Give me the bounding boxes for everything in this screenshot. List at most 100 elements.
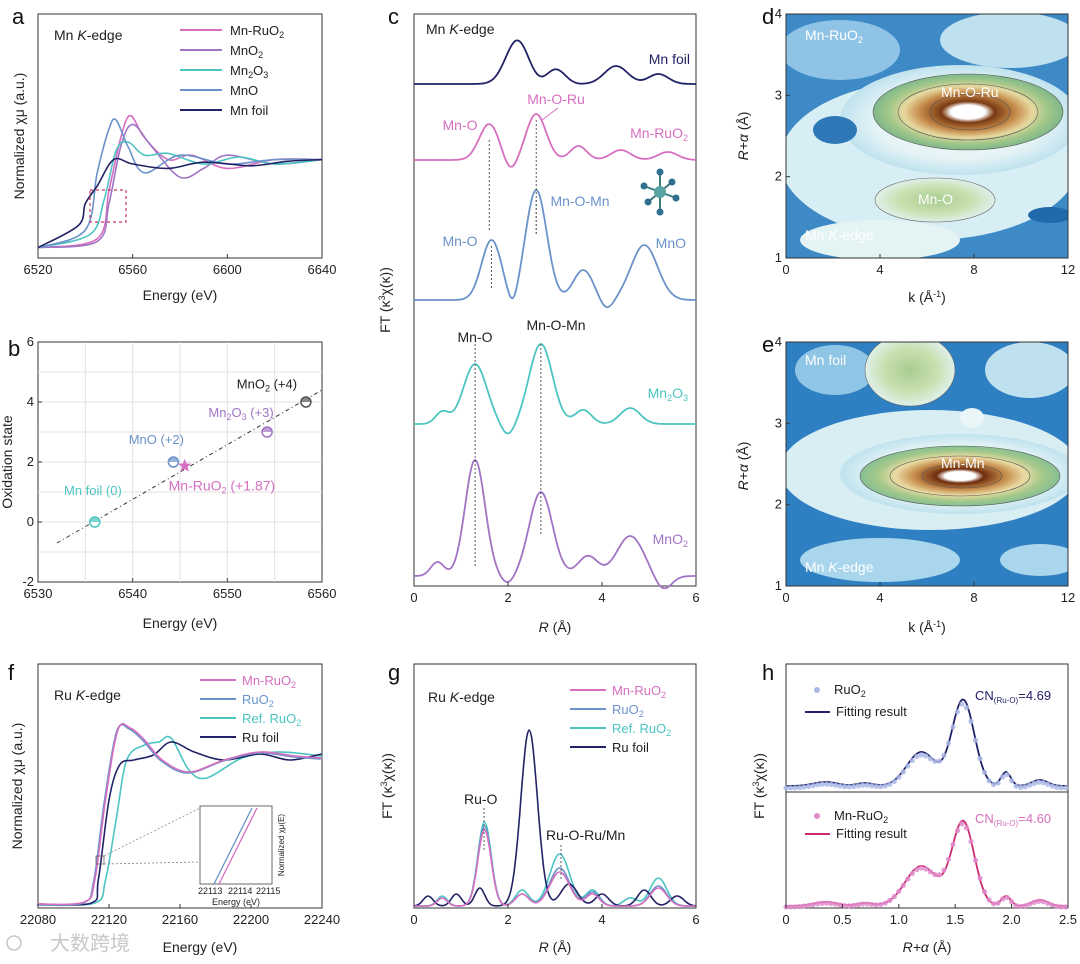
legend-label: Mn-RuO2: [242, 673, 296, 690]
panel-d-y-tick-label: 1: [775, 250, 782, 265]
data-point-ruo2: [986, 778, 992, 784]
legend-label: MnO: [230, 83, 258, 98]
annotation-mn-o-3: Mn-O: [458, 329, 493, 345]
data-point-mn-ruo2: [1009, 899, 1015, 905]
label-mno: MnO (+2): [129, 432, 184, 447]
annotation-mn-o-mn: Mn-O-Mn: [550, 193, 609, 209]
data-point-mn-ruo2: [1031, 899, 1037, 905]
data-point-mn-ruo2: [959, 821, 965, 827]
xanes-line: [36, 723, 321, 907]
panel-e-x-tick-label: 8: [970, 590, 977, 605]
label-mno2: MnO2 (+4): [237, 377, 297, 394]
cn-label-mn-ruo2: CN(Ru-O)=4.60: [975, 811, 1051, 828]
panel-c: c Mn K-edge Mn-OMn-O-RuMn-OMn-O-MnMn-OMn…: [377, 4, 700, 635]
data-point-mn-ruo2: [968, 838, 974, 845]
data-point-ruo2: [995, 780, 1001, 786]
data-point-ruo2: [923, 753, 929, 759]
data-point-mn-ruo2: [999, 896, 1006, 902]
panel-g-title: Ru K-edge: [428, 689, 495, 705]
data-point-star: [178, 458, 192, 472]
data-point-ruo2: [1013, 783, 1019, 789]
data-point-mn-ruo2: [828, 900, 834, 907]
panel-e-x-tick-label: 4: [876, 590, 883, 605]
data-point-mn-ruo2: [851, 902, 857, 909]
panel-g-xlabel: R (Å): [539, 939, 572, 955]
panel-letter-g: g: [388, 660, 400, 685]
data-point-mn-ruo2: [1040, 899, 1046, 905]
data-point-mn-ruo2: [1013, 903, 1019, 909]
label-mn-foil: Mn foil (0): [64, 483, 122, 498]
ft-curve: [413, 729, 697, 907]
panel-b-xlabel: Energy (eV): [143, 615, 218, 631]
inset-xlabel: Energy (eV): [212, 897, 260, 907]
legend-label: RuO2: [834, 682, 866, 699]
data-point-mn-ruo2: [887, 897, 893, 904]
legend-label: Ru foil: [612, 740, 649, 755]
data-point-mn-ruo2: [914, 866, 920, 873]
data-point-ruo2: [1027, 782, 1033, 788]
panel-a-x-tick-label: 6600: [213, 262, 242, 277]
data-point-ruo2: [909, 757, 915, 764]
panel-f-ylabel: Normalized χμ (a.u.): [9, 723, 25, 850]
panel-e-peak-mn-mn: Mn-Mn: [941, 455, 985, 471]
data-point-mn-ruo2: [936, 872, 943, 878]
panel-d-x-tick-label: 12: [1061, 262, 1075, 277]
panel-b-y-tick-label: 6: [27, 334, 34, 349]
data-point-ruo2: [1031, 780, 1037, 786]
panel-c-xlabel: R (Å): [539, 619, 572, 635]
label-mn-ruo2: Mn-RuO2 (+1.87): [169, 478, 276, 496]
data-point-mn-ruo2: [932, 871, 938, 878]
panel-a-x-tick-label: 6560: [118, 262, 147, 277]
data-point-mn-ruo2: [981, 889, 988, 895]
zoom-region-box: [89, 189, 127, 223]
data-point-ruo2: [1040, 780, 1046, 786]
ft-curve-mno: [413, 189, 697, 309]
panel-h-x-tick-label: 0: [782, 912, 789, 927]
data-point-ruo2: [864, 782, 870, 788]
data-point-mn-ruo2: [923, 866, 929, 872]
data-point-mn-ruo2: [909, 870, 915, 877]
data-point-mn-ruo2: [963, 825, 970, 831]
data-point-ruo2: [927, 756, 933, 762]
data-point-mn-ruo2: [1054, 903, 1060, 909]
panel-e-y-tick-label: 4: [775, 334, 782, 349]
panel-d-title: Mn-RuO2: [805, 27, 863, 45]
panel-f-x-tick-label: 22200: [233, 912, 269, 927]
data-point-mn-ruo2: [891, 893, 897, 900]
data-point-ruo2: [959, 701, 965, 707]
data-point-mn-ruo2: [1049, 902, 1055, 908]
data-point-ruo2: [918, 752, 924, 758]
panel-letter-d: d: [762, 4, 774, 29]
panel-c-x-tick-label: 4: [598, 590, 605, 605]
data-point-mn-ruo2: [801, 903, 807, 909]
legend-label: Fitting result: [836, 826, 907, 841]
panel-c-annotations: Mn-O Mn-O-Ru Mn-O Mn-O-Mn Mn-O Mn-O-Mn Mn foil…: [443, 51, 690, 568]
panel-g-x-tick-label: 6: [692, 912, 699, 927]
panel-d-peak-mn-o: Mn-O: [918, 191, 953, 207]
legend-label: Fitting result: [836, 704, 907, 719]
data-point-mn-ruo2: [1063, 904, 1069, 910]
panel-d-y-tick-label: 2: [775, 169, 782, 184]
data-point-ruo2: [1004, 772, 1010, 778]
data-point-ruo2: [972, 737, 979, 743]
data-point-ruo2: [891, 778, 897, 785]
panel-f-title: Ru K-edge: [54, 687, 121, 703]
panel-f-x-tick-label: 22080: [20, 912, 56, 927]
legend-label: Mn2O3: [230, 63, 268, 80]
data-point-mn-ruo2: [842, 903, 848, 909]
octahedron-structure-icon: [640, 168, 680, 216]
watermark-text: 大数跨境: [50, 931, 130, 955]
panel-c-x-tick-label: 0: [410, 590, 417, 605]
annotation-mn-o-ru: Mn-O-Ru: [527, 91, 585, 107]
ft-curve-mn2o3: [414, 343, 696, 435]
panel-d-subtitle: Mn K-edge: [805, 227, 874, 243]
data-point-mn-ruo2: [900, 882, 906, 888]
data-point-mn-ruo2: [1004, 894, 1010, 901]
panel-a-xlabel: Energy (eV): [143, 287, 218, 303]
label-mn2o3: Mn2O3 (+3): [208, 405, 273, 422]
cn-label-ruo2: CN(Ru-O)=4.69: [975, 688, 1051, 705]
data-point-fill: [300, 397, 311, 402]
panel-d: d Mn-RuO2 Mn-O Mn-O-Ru Mn K-edge 0 4 8 1212…: [735, 4, 1075, 305]
panel-e-x-tick-label: 12: [1061, 590, 1075, 605]
data-point-mn-ruo2: [1027, 901, 1033, 907]
